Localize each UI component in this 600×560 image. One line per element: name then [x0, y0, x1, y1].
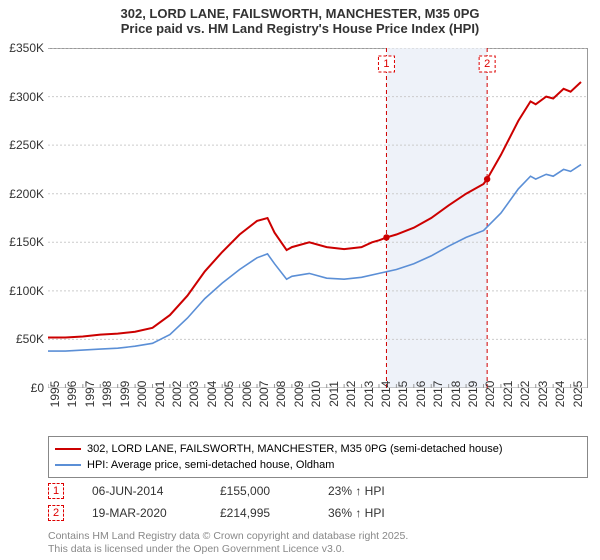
x-tick-label: 2010: [309, 381, 323, 408]
x-tick-label: 2003: [187, 381, 201, 408]
legend-row: 302, LORD LANE, FAILSWORTH, MANCHESTER, …: [55, 441, 581, 457]
chart-area: 12: [48, 48, 588, 388]
x-tick-label: 2009: [292, 381, 306, 408]
x-tick-label: 2022: [518, 381, 532, 408]
y-tick-label: £350K: [0, 41, 44, 55]
sale-row-marker: 1: [48, 483, 64, 499]
x-tick-label: 2005: [222, 381, 236, 408]
y-tick-label: £100K: [0, 284, 44, 298]
sale-period-band: [386, 48, 487, 388]
x-tick-label: 2011: [327, 381, 341, 407]
x-tick-label: 2015: [396, 381, 410, 408]
sale-row-hpi: 23% ↑ HPI: [328, 484, 428, 498]
footer-line-1: Contains HM Land Registry data © Crown c…: [48, 530, 408, 543]
x-tick-label: 2008: [274, 381, 288, 408]
y-tick-label: £50K: [0, 332, 44, 346]
x-tick-label: 2002: [170, 381, 184, 408]
x-tick-label: 2023: [536, 381, 550, 408]
legend-row: HPI: Average price, semi-detached house,…: [55, 457, 581, 473]
legend-swatch: [55, 448, 81, 450]
sale-row-date: 19-MAR-2020: [92, 506, 192, 520]
x-tick-label: 1999: [118, 381, 132, 408]
series-hpi: [48, 165, 581, 352]
legend: 302, LORD LANE, FAILSWORTH, MANCHESTER, …: [48, 436, 588, 478]
footer-line-2: This data is licensed under the Open Gov…: [48, 543, 408, 556]
sale-row: 1 06-JUN-2014 £155,000 23% ↑ HPI: [48, 480, 588, 502]
x-tick-label: 2001: [153, 381, 167, 408]
sale-row-price: £214,995: [220, 506, 300, 520]
x-tick-label: 2013: [362, 381, 376, 408]
sale-row-date: 06-JUN-2014: [92, 484, 192, 498]
x-tick-label: 2007: [257, 381, 271, 408]
sale-row: 2 19-MAR-2020 £214,995 36% ↑ HPI: [48, 502, 588, 524]
x-tick-label: 2006: [240, 381, 254, 408]
title-line-2: Price paid vs. HM Land Registry's House …: [0, 21, 600, 36]
y-tick-label: £150K: [0, 235, 44, 249]
plot-svg: 12: [48, 48, 588, 388]
x-tick-label: 2024: [553, 381, 567, 408]
sale-row-price: £155,000: [220, 484, 300, 498]
x-tick-label: 2018: [449, 381, 463, 408]
legend-label: 302, LORD LANE, FAILSWORTH, MANCHESTER, …: [87, 443, 503, 455]
x-tick-label: 1998: [100, 381, 114, 408]
x-tick-label: 1997: [83, 381, 97, 408]
sale-marker-number: 2: [484, 58, 490, 70]
legend-swatch: [55, 464, 81, 466]
x-tick-label: 2019: [466, 381, 480, 408]
chart-title: 302, LORD LANE, FAILSWORTH, MANCHESTER, …: [0, 0, 600, 38]
x-tick-label: 2000: [135, 381, 149, 408]
x-tick-label: 2016: [414, 381, 428, 408]
x-tick-label: 2025: [571, 381, 585, 408]
x-tick-label: 2017: [431, 381, 445, 408]
sale-row-marker: 2: [48, 505, 64, 521]
sales-table: 1 06-JUN-2014 £155,000 23% ↑ HPI 2 19-MA…: [48, 480, 588, 524]
y-tick-label: £0: [0, 381, 44, 395]
y-tick-label: £300K: [0, 90, 44, 104]
x-tick-label: 2004: [205, 381, 219, 408]
x-tick-label: 2014: [379, 381, 393, 408]
title-line-1: 302, LORD LANE, FAILSWORTH, MANCHESTER, …: [0, 6, 600, 21]
x-tick-label: 2020: [483, 381, 497, 408]
x-tick-label: 1996: [65, 381, 79, 408]
footer-attribution: Contains HM Land Registry data © Crown c…: [48, 530, 408, 556]
sale-row-hpi: 36% ↑ HPI: [328, 506, 428, 520]
y-tick-label: £200K: [0, 187, 44, 201]
y-tick-label: £250K: [0, 138, 44, 152]
x-tick-label: 1995: [48, 381, 62, 408]
legend-label: HPI: Average price, semi-detached house,…: [87, 459, 334, 471]
x-tick-label: 2021: [501, 381, 515, 408]
x-tick-label: 2012: [344, 381, 358, 408]
series-property: [48, 82, 581, 338]
sale-marker-number: 1: [383, 58, 389, 70]
